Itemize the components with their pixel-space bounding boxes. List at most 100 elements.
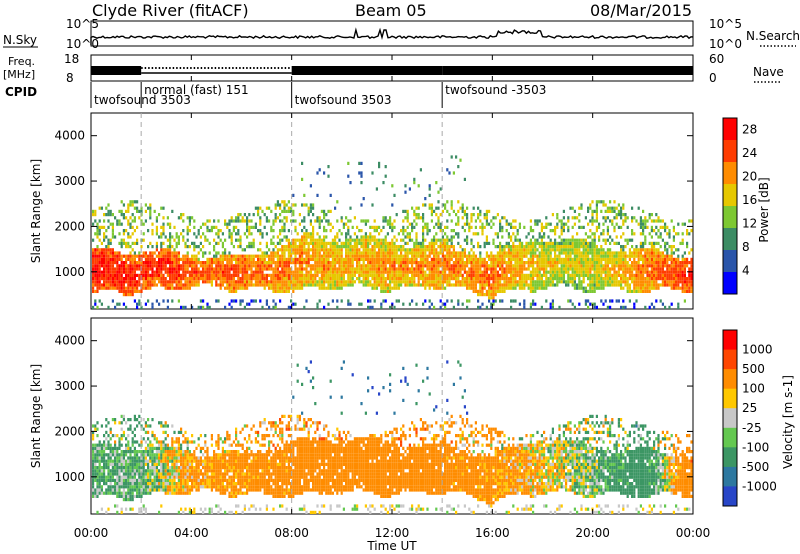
scatter-cell (529, 241, 532, 245)
scatter-cell (369, 241, 372, 245)
scatter-cell (683, 277, 686, 281)
scatter-cell (232, 245, 235, 249)
scatter-cell (573, 270, 576, 274)
scatter-cell (624, 270, 627, 274)
scatter-cell (686, 289, 689, 293)
scatter-cell (237, 283, 240, 287)
scatter-cell (158, 257, 161, 261)
scatter-cell (602, 222, 605, 226)
scatter-cell (224, 280, 227, 284)
scatter-cell (323, 245, 326, 249)
scatter-cell (435, 181, 438, 185)
scatter-cell (463, 261, 466, 265)
scatter-cell (576, 267, 579, 271)
scatter-cell (364, 235, 367, 239)
scatter-cell (644, 289, 647, 293)
scatter-cell (683, 257, 686, 261)
scatter-cell (180, 213, 183, 217)
scatter-cell (631, 277, 634, 281)
scatter-cell (265, 219, 268, 223)
scatter-cell (582, 261, 585, 265)
scatter-cell (653, 251, 656, 255)
scatter-cell (503, 283, 506, 287)
scatter-cell (598, 200, 601, 204)
scatter-cell (270, 264, 273, 268)
scatter-cell (686, 261, 689, 265)
scatter-cell (655, 283, 658, 287)
scatter-cell (435, 277, 438, 281)
scatter-cell (615, 216, 618, 220)
scatter-cell (485, 283, 488, 287)
scatter-cell (114, 277, 117, 281)
scatter-cell (681, 273, 684, 277)
scatter-cell (224, 257, 227, 261)
scatter-cell (360, 203, 363, 207)
scatter-cell (430, 273, 433, 277)
scatter-cell (292, 283, 295, 287)
scatter-cell (281, 267, 284, 271)
scatter-cell (516, 254, 519, 258)
scatter-cell (606, 280, 609, 284)
scatter-cell (92, 273, 95, 277)
scatter-cell (345, 232, 348, 236)
scatter-cell (556, 277, 559, 281)
scatter-cell (417, 270, 420, 274)
scatter-cell (316, 270, 319, 274)
scatter-cell (303, 225, 306, 229)
scatter-cell (208, 229, 211, 233)
scatter-cell (384, 238, 387, 242)
scatter-cell (199, 241, 202, 245)
scatter-cell (316, 267, 319, 271)
scatter-cell (664, 261, 667, 265)
scatter-cell (661, 280, 664, 284)
scatter-cell (109, 222, 112, 226)
scatter-cell (226, 273, 229, 277)
scatter-cell (631, 245, 634, 249)
scatter-cell (272, 283, 275, 287)
scatter-cell (422, 232, 425, 236)
scatter-cell (532, 286, 535, 290)
scatter-cell (688, 283, 691, 287)
scatter-cell (419, 216, 422, 220)
scatter-cell (611, 264, 614, 268)
scatter-cell (604, 270, 607, 274)
scatter-cell (391, 286, 394, 290)
scatter-cell (615, 213, 618, 217)
scatter-cell (382, 270, 385, 274)
scatter-cell (235, 257, 238, 261)
scatter-cell (395, 248, 398, 252)
scatter-cell (125, 261, 128, 265)
scatter-cell (659, 270, 662, 274)
scatter-cell (501, 245, 504, 249)
scatter-cell (512, 219, 515, 223)
scatter-cell (375, 225, 378, 229)
scatter-cell (448, 267, 451, 271)
scatter-cell (463, 277, 466, 281)
scatter-cell (633, 261, 636, 265)
scatter-cell (263, 283, 266, 287)
scatter-cell (562, 245, 565, 249)
scatter-cell (679, 280, 682, 284)
scatter-cell (347, 225, 350, 229)
scatter-cell (298, 267, 301, 271)
scatter-cell (664, 273, 667, 277)
scatter-cell (109, 427, 112, 431)
scatter-cell (437, 267, 440, 271)
scatter-cell (188, 277, 191, 281)
scatter-cell (239, 270, 242, 274)
scatter-cell (336, 261, 339, 265)
scatter-cell (571, 270, 574, 274)
scatter-cell (188, 270, 191, 274)
scatter-cell (345, 238, 348, 242)
scatter-cell (444, 225, 447, 229)
scatter-cell (331, 251, 334, 255)
scatter-cell (226, 283, 229, 287)
scatter-cell (521, 261, 524, 265)
scatter-cell (105, 206, 108, 210)
scatter-cell (512, 283, 515, 287)
scatter-cell (118, 273, 121, 277)
scatter-cell (430, 213, 433, 217)
scatter-cell (591, 273, 594, 277)
scatter-cell (204, 251, 207, 255)
